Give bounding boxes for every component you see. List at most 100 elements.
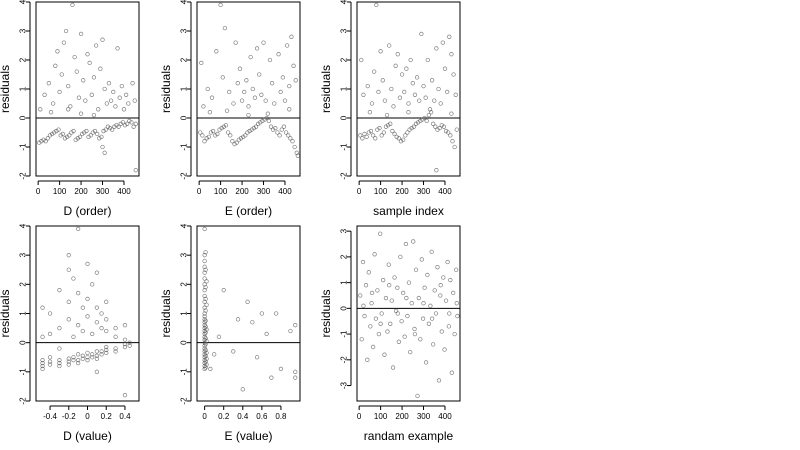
scatter-point (47, 359, 53, 364)
scatter-point (454, 127, 459, 132)
x-tick-label: 100 (374, 187, 388, 196)
y-tick-label: -1 (19, 143, 28, 151)
scatter-point (254, 46, 260, 51)
scatter-point (275, 130, 280, 135)
scatter-point (395, 311, 400, 316)
scatter-point (94, 349, 100, 354)
x-tick-label: 0.2 (101, 412, 113, 421)
scatter-point (108, 98, 114, 103)
scatter-point (416, 295, 421, 301)
scatter-point (66, 253, 71, 258)
scatter-point (422, 285, 427, 290)
scatter-point (203, 296, 208, 302)
scatter-point (104, 347, 109, 353)
scatter-point (448, 277, 453, 283)
scatter-point (221, 288, 226, 293)
scatter-point (372, 252, 377, 257)
scatter-point (287, 107, 292, 112)
scatter-point (446, 324, 451, 329)
scatter-point (202, 139, 207, 144)
scatter-point (378, 321, 383, 326)
scatter-point (202, 311, 207, 316)
scatter-point (104, 328, 109, 334)
scatter-point (71, 276, 76, 281)
scatter-point (80, 356, 85, 361)
scatter-point (447, 34, 452, 39)
scatter-point (374, 2, 379, 8)
scatter-point (393, 308, 399, 314)
scatter-point (104, 317, 109, 322)
x-tick-label: 0.6 (256, 412, 268, 421)
y-tick-label: 0 (19, 115, 28, 120)
scatter-point (253, 124, 259, 129)
scatter-point (358, 133, 363, 138)
scatter-point (61, 40, 67, 45)
y-tick-label: 1 (340, 280, 349, 285)
scatter-point (83, 98, 88, 103)
scatter-point (57, 89, 62, 95)
scatter-point (85, 355, 90, 360)
scatter-point (446, 130, 451, 135)
scatter-point (237, 66, 243, 71)
scatter-panel-3: 0 100 200 300 400 -2 -1 0 1 2 3 4 sample index residu… (319, 0, 461, 218)
scatter-point (75, 226, 81, 232)
scatter-point (427, 107, 433, 112)
x-tick-label: 0 (36, 187, 41, 196)
scatter-point (246, 112, 251, 118)
scatter-point (250, 320, 255, 325)
scatter-point (415, 393, 420, 399)
scatter-point (259, 311, 265, 316)
scatter-point (76, 95, 82, 100)
scatter-point (47, 331, 53, 337)
scatter-point (399, 319, 404, 324)
scatter-point (202, 276, 207, 281)
scatter-point (218, 2, 223, 8)
scatter-point (378, 231, 383, 236)
scatter-point (225, 130, 231, 135)
scatter-point (210, 128, 216, 134)
scatter-point (103, 127, 108, 132)
scatter-point (84, 128, 89, 134)
scatter-point (411, 124, 417, 129)
scatter-point (282, 98, 288, 103)
scatter-point (199, 60, 204, 66)
scatter-point (404, 66, 409, 71)
scatter-point (59, 72, 64, 77)
plot-frame (356, 225, 461, 402)
scatter-point (133, 121, 138, 126)
scatter-point (224, 108, 230, 113)
y-tick-label: -1 (19, 368, 28, 376)
scatter-point (203, 336, 208, 341)
scatter-point (429, 78, 435, 83)
scatter-point (248, 54, 253, 60)
scatter-point (121, 107, 127, 112)
scatter-point (113, 349, 118, 354)
scatter-point (99, 352, 104, 357)
scatter-point (57, 346, 62, 351)
scatter-point (288, 136, 293, 141)
scatter-point (361, 92, 366, 97)
scatter-point (81, 78, 86, 83)
scatter-point (370, 133, 376, 138)
scatter-point (392, 131, 397, 137)
y-tick-label: -2 (340, 172, 349, 180)
scatter-point (94, 356, 100, 361)
plot-frame (356, 1, 461, 177)
x-tick-label: 300 (417, 187, 431, 196)
y-axis-title: residuals (319, 289, 333, 337)
scatter-point (382, 352, 387, 357)
scatter-point (261, 40, 266, 45)
scatter-point (77, 134, 83, 140)
scatter-point (203, 347, 208, 353)
scatter-point (388, 321, 393, 326)
scatter-point (254, 355, 260, 360)
scatter-point (450, 139, 455, 144)
scatter-point (372, 69, 377, 74)
scatter-point (91, 112, 97, 118)
scatter-point (279, 127, 284, 132)
scatter-point (398, 254, 403, 260)
scatter-point (94, 320, 100, 325)
x-tick-label: 0.4 (119, 412, 131, 421)
scatter-point (276, 52, 281, 57)
scatter-point (287, 83, 292, 89)
